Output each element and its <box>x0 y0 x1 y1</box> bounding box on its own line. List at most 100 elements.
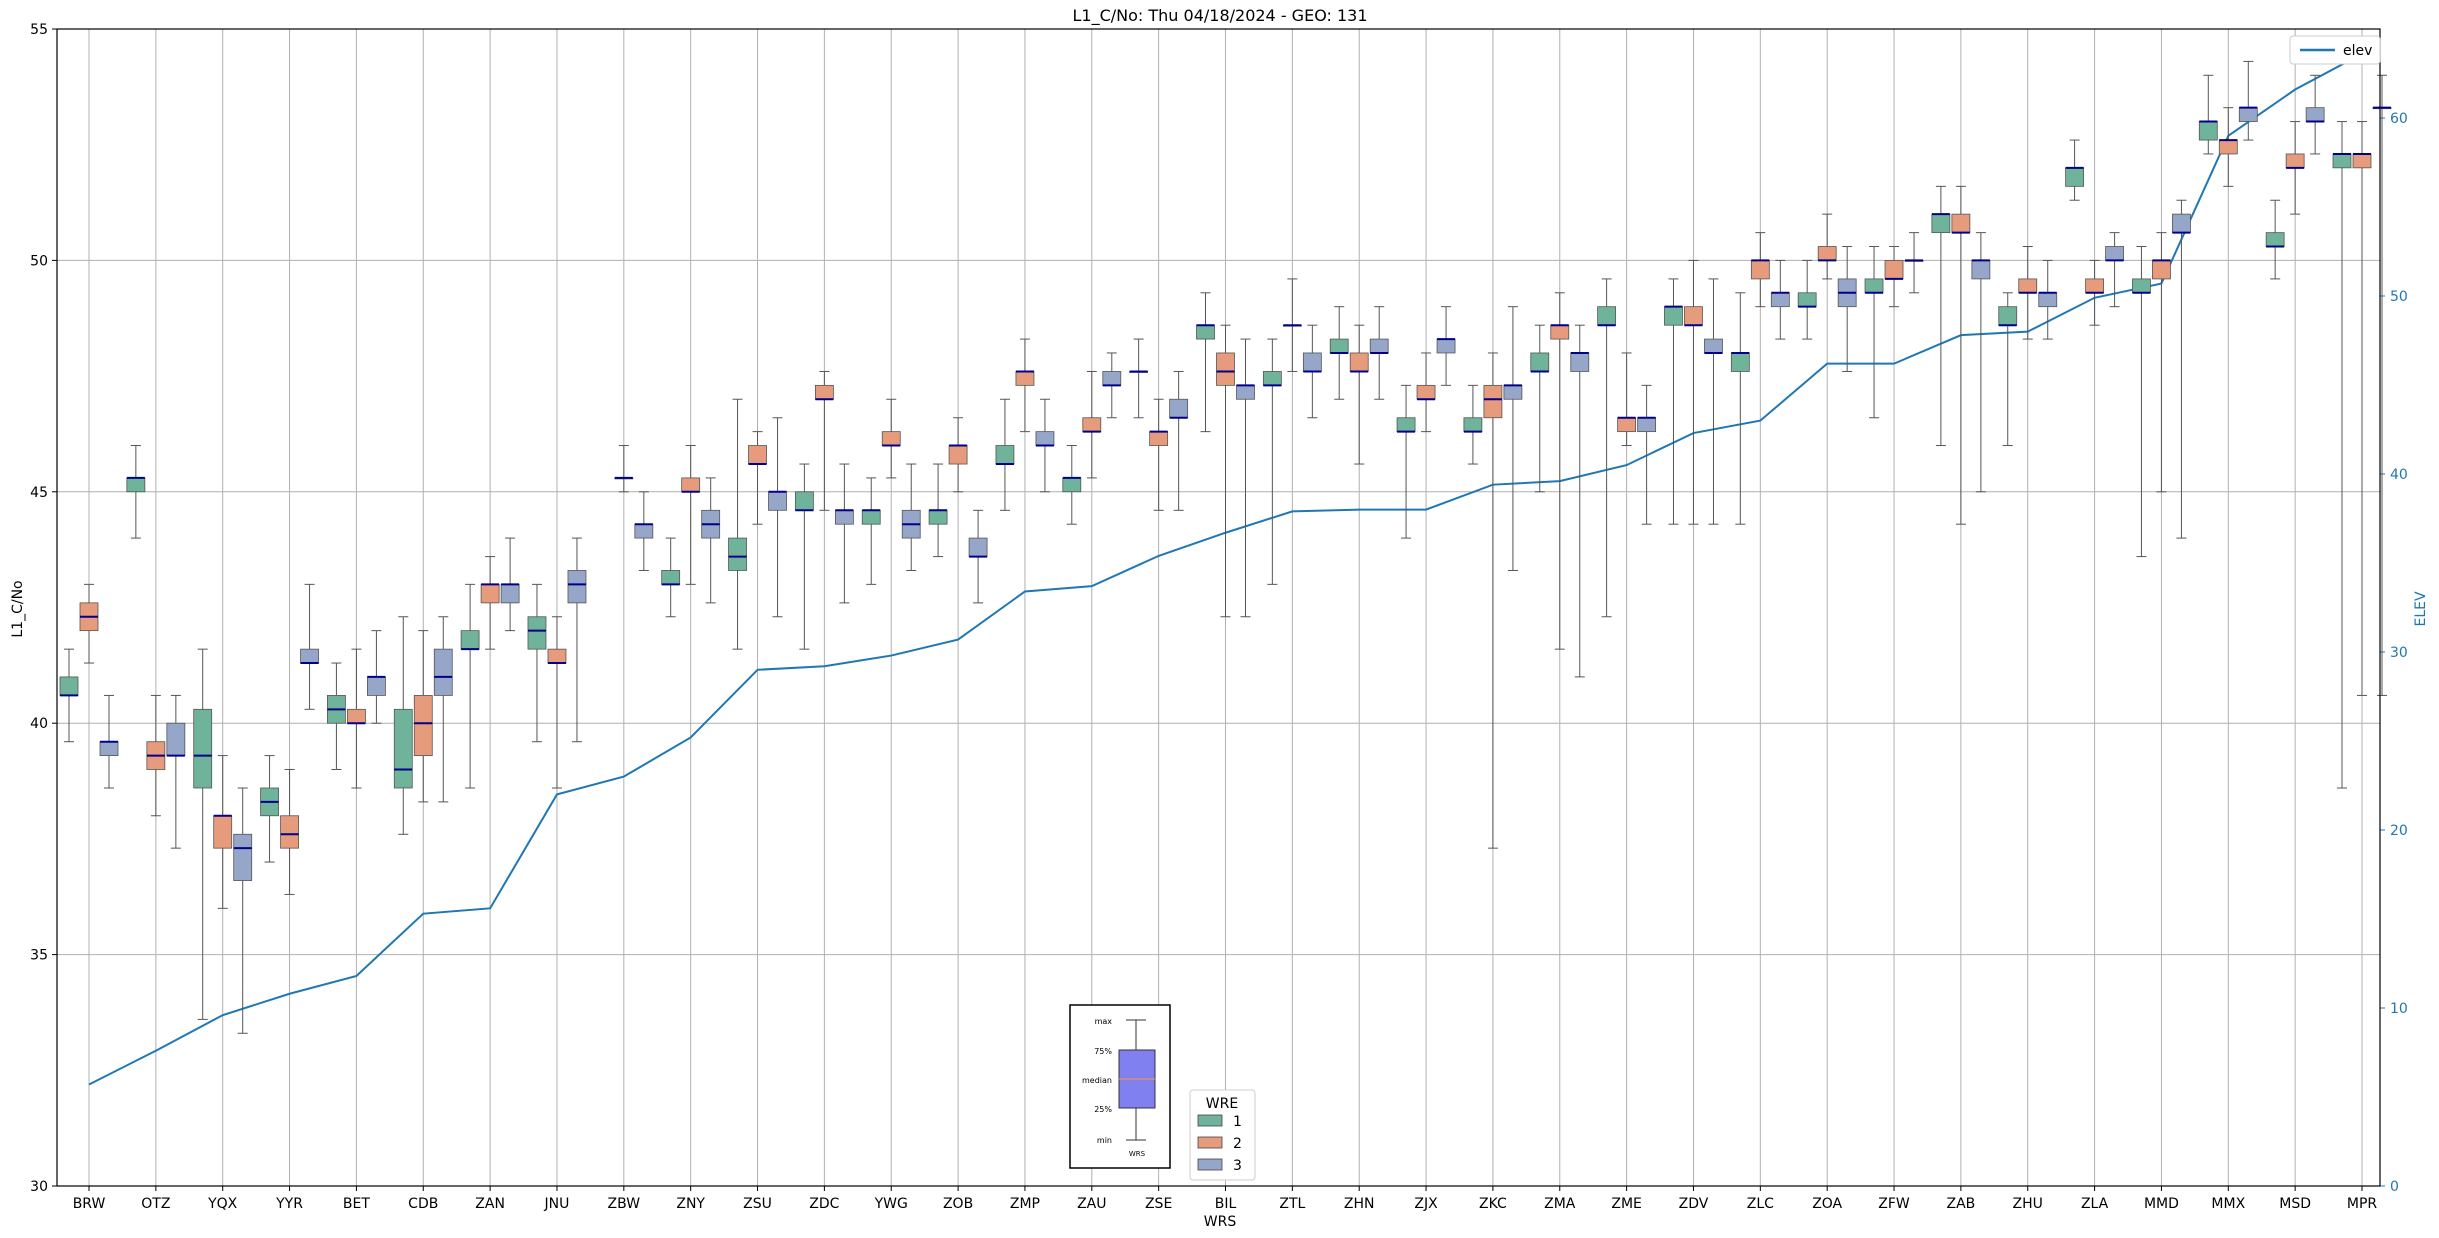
box-zla-wre2 <box>2085 259 2104 326</box>
box-zlc-wre1 <box>1730 292 1750 525</box>
grid-layer <box>57 28 2380 1187</box>
y-tick-label: 50 <box>30 253 48 269</box>
wre-legend: WRE 1 2 3 <box>1189 1089 1256 1181</box>
x-tick-label: YYR <box>275 1196 303 1212</box>
inset-label-x: WRS <box>1129 1150 1146 1158</box>
box-brw-wre2 <box>79 583 99 664</box>
box-zob-wre1 <box>928 463 948 558</box>
box-iqr <box>1951 213 1971 234</box>
box-jnu-wre2 <box>547 616 567 789</box>
box-iqr <box>1617 417 1637 433</box>
box-iqr <box>748 445 767 465</box>
box-jnu-wre1 <box>527 583 547 743</box>
y-tick-label: 55 <box>30 22 48 38</box>
box-mmd-wre2 <box>2152 232 2171 493</box>
box-yqx-wre2 <box>213 755 233 909</box>
box-zme-wre2 <box>1617 352 1637 447</box>
box-zab-wre1 <box>1931 185 1951 447</box>
box-iqr <box>280 815 299 849</box>
box-zhu-wre3 <box>2038 259 2058 340</box>
box-iqr <box>968 537 988 557</box>
y-tick-label: 45 <box>30 485 48 501</box>
box-mmx-wre2 <box>2218 107 2238 187</box>
box-zob-wre2 <box>948 417 968 493</box>
box-msd-wre2 <box>2285 121 2305 215</box>
box-iqr <box>2198 121 2218 141</box>
box-iqr <box>2265 232 2285 247</box>
inset-label-min: min <box>1097 1136 1112 1145</box>
box-iqr <box>1770 292 1790 308</box>
box-zan-wre3 <box>500 537 520 632</box>
y-tick-label: 30 <box>30 1179 48 1195</box>
x-tick-label: ZMA <box>1544 1196 1576 1212</box>
box-iqr <box>2305 107 2325 122</box>
box-iqr <box>433 648 453 696</box>
y2-axis-label: ELEV <box>2413 591 2429 626</box>
y-tick-label: 40 <box>30 716 48 732</box>
box-brw-wre3 <box>99 694 119 789</box>
box-iqr <box>1971 259 1991 280</box>
box-iqr <box>527 616 547 650</box>
box-iqr <box>1329 338 1349 354</box>
inset-label-q3: 75% <box>1094 1047 1112 1056</box>
x-tick-label: ZTL <box>1279 1196 1305 1212</box>
elev-legend: elev <box>2289 35 2381 65</box>
box-zau-wre2 <box>1082 370 1102 479</box>
box-iqr <box>1637 417 1657 433</box>
elev-legend-label: elev <box>2343 43 2372 59</box>
x-tick-label: ZBW <box>608 1196 641 1212</box>
box-zkc-wre1 <box>1463 384 1483 465</box>
box-otz-wre2 <box>146 694 166 817</box>
box-iqr <box>928 509 948 525</box>
box-mmd-wre3 <box>2172 199 2191 539</box>
box-ywg-wre2 <box>881 398 901 479</box>
box-iqr <box>480 583 500 604</box>
inset-label-median: median <box>1082 1076 1112 1085</box>
box-zbw-wre2 <box>614 445 634 493</box>
box-iqr <box>834 509 854 525</box>
box-zjx-wre3 <box>1436 306 1456 386</box>
box-iqr <box>768 491 787 511</box>
box-iqr <box>1062 477 1082 493</box>
chart-title: L1_C/No: Thu 04/18/2024 - GEO: 131 <box>1072 6 1367 26</box>
box-otz-wre1 <box>126 445 146 539</box>
x-tick-label: MSD <box>2279 1196 2311 1212</box>
box-mpr-wre2 <box>2352 121 2372 696</box>
x-tick-label: BET <box>343 1196 370 1212</box>
box-iqr <box>1196 324 1215 340</box>
box-iqr <box>794 491 814 511</box>
y2-tick-label: 40 <box>2390 467 2408 483</box>
box-iqr <box>1416 384 1436 400</box>
y2-tick-label: 60 <box>2390 111 2408 127</box>
box-iqr <box>1169 398 1189 419</box>
box-zan-wre2 <box>480 556 500 650</box>
box-iqr <box>948 445 968 465</box>
box-iqr <box>193 708 213 789</box>
box-iqr <box>1262 371 1282 386</box>
box-zla-wre3 <box>2105 232 2124 308</box>
x-tick-label: ZJX <box>1414 1196 1438 1212</box>
box-zfw-wre3 <box>1904 232 1924 294</box>
y2-tick-label: 10 <box>2390 1001 2408 1017</box>
x-tick-label: ZOB <box>943 1196 973 1212</box>
wre-legend-label-3: 3 <box>1233 1158 1242 1174</box>
boxplot-key-inset: max 75% median 25% min WRS <box>1069 1004 1171 1169</box>
plot-frame <box>56 28 2381 1187</box>
box-otz-wre3 <box>166 694 186 849</box>
box-iqr <box>1216 352 1235 386</box>
wre-legend-label-1: 1 <box>1233 1114 1242 1130</box>
x-tick-label: ZSU <box>743 1196 772 1212</box>
box-zob-wre3 <box>968 509 988 604</box>
box-zhn-wre2 <box>1349 324 1369 465</box>
x-tick-label: YWG <box>874 1196 908 1212</box>
inset-label-max: max <box>1095 1017 1113 1026</box>
box-zdv-wre3 <box>1704 278 1723 525</box>
box-zhn-wre3 <box>1369 306 1389 400</box>
x-tick-label: CDB <box>408 1196 438 1212</box>
box-zkc-wre3 <box>1503 306 1523 571</box>
box-iqr <box>99 741 119 756</box>
box-bet-wre3 <box>367 630 386 724</box>
box-iqr <box>233 833 253 881</box>
x-tick-label: ZDC <box>809 1196 839 1212</box>
